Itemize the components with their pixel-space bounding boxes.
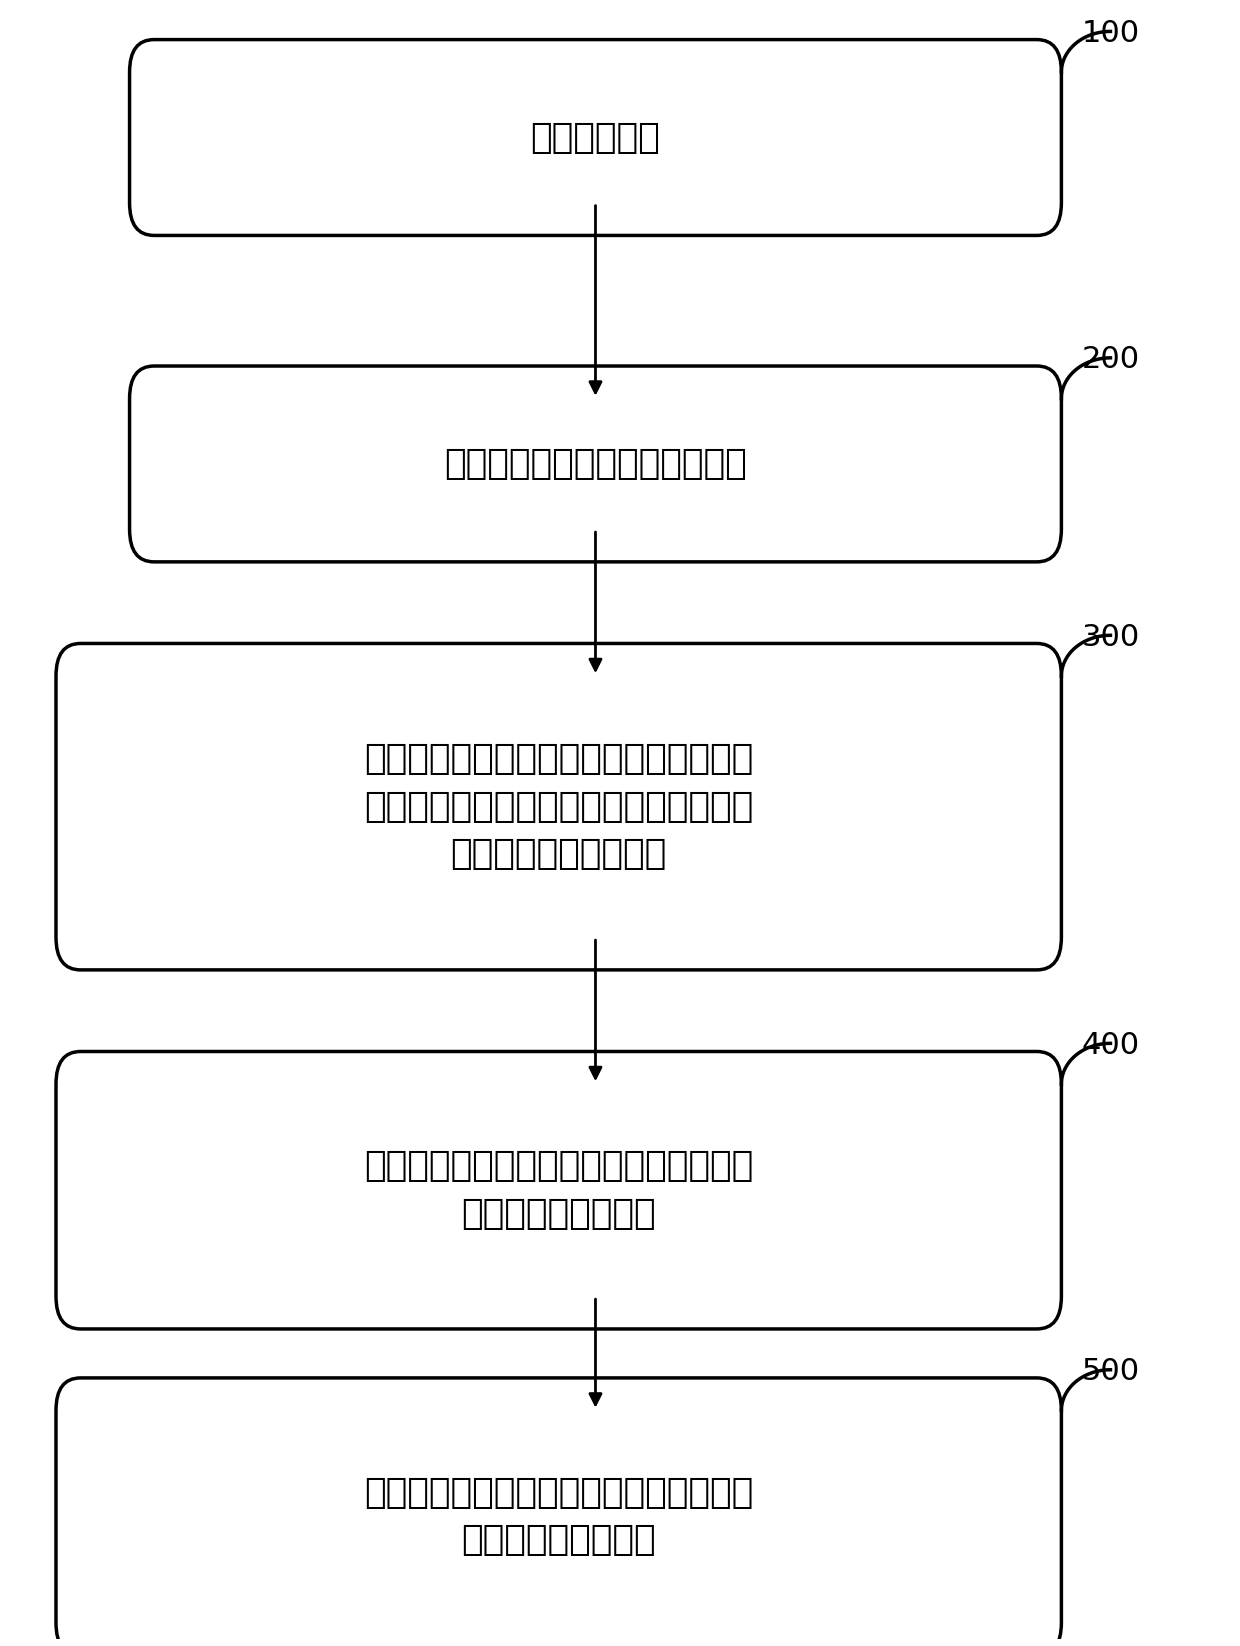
- Text: 500: 500: [1081, 1356, 1140, 1386]
- Text: 300: 300: [1081, 622, 1140, 652]
- FancyBboxPatch shape: [129, 40, 1061, 235]
- Text: 400: 400: [1081, 1030, 1140, 1060]
- Text: 根据该车辆识别码以及预存的固定噪声与
对应车型的车辆识别码之间的映射关系，
获取该车辆的固定噪声: 根据该车辆识别码以及预存的固定噪声与 对应车型的车辆识别码之间的映射关系， 获取…: [365, 742, 754, 871]
- Text: 将该语音信息与该车辆的固定噪声做比较
后，消除该固定噪声: 将该语音信息与该车辆的固定噪声做比较 后，消除该固定噪声: [365, 1476, 754, 1557]
- Text: 拾取语音信息: 拾取语音信息: [531, 120, 661, 155]
- Text: 100: 100: [1081, 18, 1140, 48]
- FancyBboxPatch shape: [56, 1052, 1061, 1328]
- Text: 从车载诊断系统获取车辆识别码: 从车载诊断系统获取车辆识别码: [444, 448, 746, 481]
- FancyBboxPatch shape: [56, 1378, 1061, 1646]
- Text: 将该语音信息与该车辆的固定噪声做比较
后，消除该固定噪声: 将该语音信息与该车辆的固定噪声做比较 后，消除该固定噪声: [365, 1149, 754, 1231]
- FancyBboxPatch shape: [56, 644, 1061, 969]
- FancyBboxPatch shape: [129, 365, 1061, 561]
- Text: 200: 200: [1081, 346, 1140, 374]
